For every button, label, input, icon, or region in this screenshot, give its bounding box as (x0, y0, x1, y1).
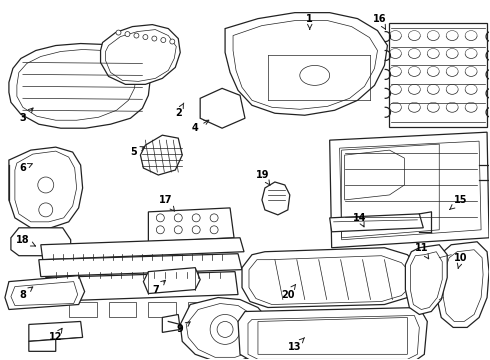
Circle shape (156, 214, 164, 222)
Polygon shape (69, 302, 97, 318)
Circle shape (192, 226, 200, 234)
Polygon shape (29, 321, 83, 341)
Text: 16: 16 (373, 14, 386, 29)
Polygon shape (180, 298, 268, 360)
Polygon shape (108, 302, 136, 318)
Polygon shape (188, 302, 216, 318)
Polygon shape (43, 272, 238, 302)
Text: 19: 19 (256, 170, 270, 185)
Text: 20: 20 (281, 284, 295, 300)
Circle shape (116, 30, 121, 35)
Polygon shape (39, 254, 242, 276)
Polygon shape (141, 135, 182, 175)
Polygon shape (148, 302, 176, 318)
Circle shape (156, 226, 164, 234)
Circle shape (161, 37, 166, 42)
Text: 15: 15 (450, 195, 468, 210)
Text: 9: 9 (177, 322, 190, 334)
Polygon shape (330, 132, 489, 248)
Polygon shape (9, 147, 83, 228)
Text: 12: 12 (49, 328, 63, 342)
Circle shape (125, 32, 130, 37)
Polygon shape (5, 276, 85, 310)
Polygon shape (144, 268, 200, 293)
Polygon shape (390, 23, 487, 127)
Polygon shape (242, 248, 419, 307)
Polygon shape (200, 88, 245, 128)
Text: 18: 18 (16, 235, 35, 246)
Circle shape (38, 177, 54, 193)
Circle shape (192, 214, 200, 222)
Polygon shape (262, 182, 290, 215)
Text: 7: 7 (152, 280, 166, 294)
Text: 5: 5 (130, 147, 145, 157)
Polygon shape (41, 238, 244, 260)
Text: 4: 4 (192, 120, 209, 133)
Circle shape (152, 36, 157, 41)
Text: 8: 8 (20, 287, 33, 300)
Circle shape (174, 226, 182, 234)
Circle shape (143, 35, 148, 40)
Polygon shape (9, 44, 150, 128)
Polygon shape (100, 24, 180, 84)
Text: 2: 2 (175, 103, 184, 118)
Polygon shape (225, 13, 388, 115)
Text: 6: 6 (20, 163, 32, 173)
Circle shape (134, 33, 139, 38)
Polygon shape (330, 214, 423, 232)
Circle shape (210, 214, 218, 222)
Polygon shape (29, 339, 56, 351)
Circle shape (217, 321, 233, 337)
Text: 3: 3 (20, 108, 33, 123)
Polygon shape (11, 228, 71, 256)
Ellipse shape (300, 66, 330, 85)
Text: 10: 10 (454, 253, 468, 268)
Text: 14: 14 (353, 213, 367, 227)
Circle shape (210, 226, 218, 234)
Text: 13: 13 (288, 338, 305, 352)
Text: 11: 11 (415, 243, 429, 259)
Circle shape (39, 203, 53, 217)
Polygon shape (162, 315, 180, 332)
Text: 1: 1 (306, 14, 313, 29)
Text: 17: 17 (159, 195, 174, 211)
Polygon shape (148, 208, 234, 242)
Circle shape (170, 39, 175, 44)
Polygon shape (238, 307, 427, 360)
Circle shape (210, 315, 240, 345)
Polygon shape (437, 242, 489, 328)
Circle shape (174, 214, 182, 222)
Polygon shape (405, 245, 447, 315)
